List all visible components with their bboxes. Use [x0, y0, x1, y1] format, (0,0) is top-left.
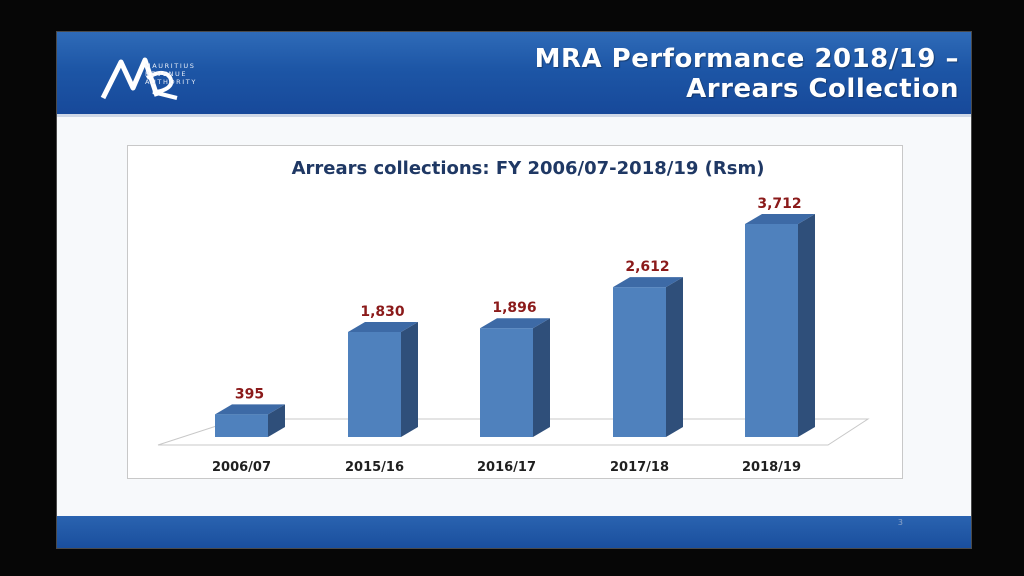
bar-chart: Arrears collections: FY 2006/07-2018/19 … — [157, 158, 870, 475]
category-label-2018/19: 2018/19 — [742, 460, 801, 475]
logo-text-line3: AUTHORITY — [145, 78, 197, 86]
bar-top-2018/19 — [745, 214, 815, 224]
value-label-2015/16: 1,830 — [360, 304, 405, 320]
category-label-2006/07: 2006/07 — [212, 460, 271, 475]
bar-top-2017/18 — [613, 277, 683, 288]
slide: MAURITIUS REVENUE AUTHORITY MRA Performa… — [56, 31, 972, 549]
value-label-2018/19: 3,712 — [757, 196, 801, 212]
category-label-2017/18: 2017/18 — [610, 460, 669, 475]
bar-top-2015/16 — [348, 321, 418, 332]
logo-text-line2: REVENUE — [145, 70, 188, 78]
page-number: 3 — [897, 518, 903, 527]
bar-top-2006/07 — [215, 404, 285, 415]
slide-title-line2: Arrears Collection — [686, 74, 959, 104]
bar-2017/18 — [613, 287, 666, 437]
bar-side-2018/19 — [798, 214, 815, 437]
slide-footer — [57, 516, 971, 548]
mra-logo — [100, 57, 178, 100]
bar-2016/17 — [480, 328, 533, 437]
chart-title: Arrears collections: FY 2006/07-2018/19 … — [292, 158, 765, 179]
category-label-2015/16: 2015/16 — [345, 460, 404, 475]
bars-group: 395 2006/07 1,830 2015/16 1,896 2016/17 2,612 2… — [212, 196, 815, 475]
bar-2006/07 — [215, 414, 268, 437]
value-label-2016/17: 1,896 — [492, 300, 536, 316]
bar-top-2016/17 — [480, 318, 550, 329]
slide-header: MAURITIUS REVENUE AUTHORITY MRA Performa… — [57, 32, 971, 117]
bar-side-2015/16 — [401, 321, 418, 437]
bar-side-2016/17 — [533, 318, 550, 437]
chart-container: Arrears collections: FY 2006/07-2018/19 … — [127, 145, 903, 479]
slide-title-line1: MRA Performance 2018/19 – — [534, 44, 959, 74]
bar-side-2006/07 — [268, 404, 285, 437]
logo-text-line1: MAURITIUS — [145, 62, 196, 70]
logo-swoosh-icon — [100, 57, 160, 100]
value-label-2017/18: 2,612 — [625, 259, 669, 275]
category-label-2016/17: 2016/17 — [477, 460, 536, 475]
bar-2015/16 — [348, 331, 401, 437]
bar-side-2017/18 — [666, 277, 683, 437]
bar-2018/19 — [745, 224, 798, 437]
value-label-2006/07: 395 — [235, 386, 264, 402]
